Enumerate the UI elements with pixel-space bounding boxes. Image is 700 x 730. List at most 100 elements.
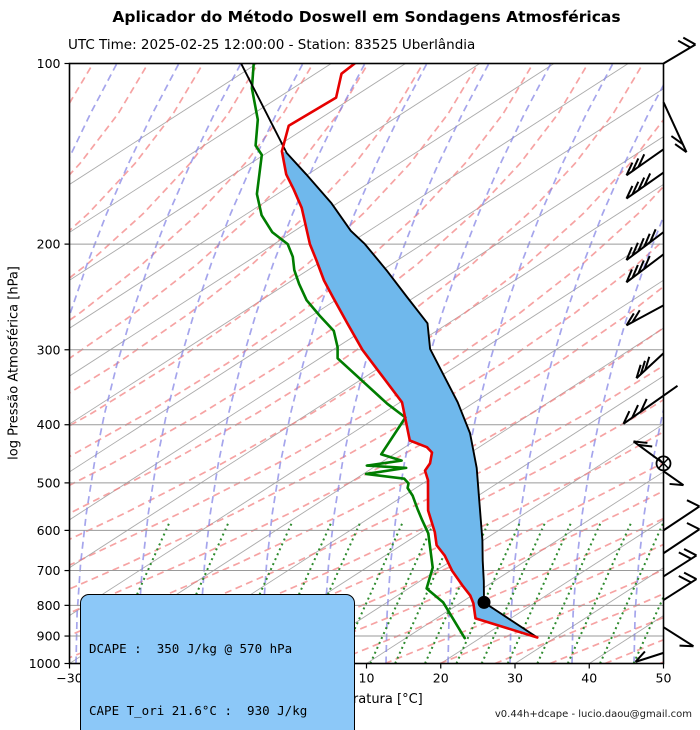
mixing-ratio-line [424,523,489,664]
y-tick-label: 1000 [29,656,61,671]
mixing-ratio-line [105,523,170,664]
barb-staff [662,43,697,65]
cape-info-box: DCAPE : 350 J/kg @ 570 hPa CAPE T_ori 21… [80,594,355,730]
barb-tick [635,364,642,379]
parcel-curve [240,63,539,639]
y-tick-label: 500 [37,475,61,490]
dry-adiabat-line [69,63,534,458]
barb-staff [662,528,700,555]
temperature-curve [280,63,539,639]
plot-area [69,63,664,664]
barb-tick [631,181,640,195]
moist-adiabat-line [323,63,490,664]
wind-barb [662,470,685,487]
barb-tick [638,443,653,448]
dry-adiabat-line [109,398,664,664]
wind-barb [662,101,688,153]
dry-adiabat-line [69,364,664,659]
isotherm-line [366,471,664,664]
barb-tick [637,153,646,168]
x-tick-label: 20 [433,671,449,686]
dry-adiabat-line [69,63,149,176]
y-tick-label: 600 [37,523,61,538]
barb-tick [678,551,692,560]
barb-tick [625,185,634,200]
barb-tick [631,404,639,419]
barb-tick [683,548,697,557]
barb-tick [686,499,700,508]
barb-tick [637,237,645,252]
barb-tick [625,246,633,261]
wind-barb [625,171,665,200]
y-tick-label: 700 [37,563,61,578]
cape-area-fill [281,151,538,638]
mixing-ratio-line [227,523,293,664]
barb-tick [678,575,692,584]
dcape-line: DCAPE : 350 J/kg @ 570 hPa [89,641,293,656]
mixing-ratio-line [599,523,664,664]
isotherm-line [69,279,664,664]
moist-adiabat-line [509,83,664,664]
dry-adiabat-line [69,63,259,280]
mixing-ratio-line [164,523,229,664]
isotherm-line [69,136,664,521]
isotherm-line [69,88,664,473]
plot-subtitle: UTC Time: 2025-02-25 12:00:00 - Station:… [68,37,476,53]
barb-tick [679,644,694,648]
barb-tick [644,356,651,371]
wind-barb [662,36,697,65]
wind-barb [662,522,700,555]
dry-adiabat-line [384,543,664,664]
barb-tick [639,398,648,413]
isotherm-line [217,375,664,664]
barb-tick [643,233,651,248]
isotherm-line [69,63,332,233]
wind-barb [625,304,664,327]
x-tick-label: 50 [656,671,672,686]
barb-staff [662,626,695,648]
moist-adiabat-line [571,214,664,664]
barb-tick [622,410,631,425]
wind-barb [622,385,679,425]
barb-tick [643,173,652,187]
mixing-ratio-line [266,523,332,664]
barb-tick [631,242,639,257]
barb-staff [625,148,665,177]
barb-staff [622,385,679,425]
barb-tick [669,482,684,487]
isotherm-line [69,63,480,329]
x-tick-label: 30 [507,671,523,686]
y-tick-label: 100 [37,56,61,71]
barb-tick [625,312,635,326]
moist-adiabat-line [137,63,304,664]
wind-barb [662,571,698,601]
wind-barb [625,228,665,261]
y-tick-label: 200 [37,237,61,252]
wind-barb [662,548,698,578]
barb-tick [643,255,651,270]
barb-tick [631,309,641,323]
barb-tick [677,39,691,49]
barb-staff [662,505,700,532]
barb-tick [686,522,700,531]
barb-staff [632,440,665,465]
y-tick-label: 800 [37,598,61,613]
y-axis-label: log Pressão Atmosférica [hPa] [6,266,22,460]
barb-tick [682,36,696,46]
mixing-ratio-line [506,523,572,664]
barb-tick [625,269,633,283]
dewpoint-curve [250,63,467,640]
mixing-ratio-line [394,523,459,664]
dry-adiabat-line [659,661,664,664]
page-title: Aplicador do Método Doswell em Sondagens… [112,8,621,26]
mixing-ratio-line [338,523,403,664]
mixing-ratio-line [455,523,521,664]
dry-adiabat-line [69,326,664,637]
wind-barb [634,650,664,663]
dry-adiabat-line [69,63,644,515]
barb-staff [662,470,685,486]
x-tick-label: −30 [56,671,82,686]
barb-tick [633,440,648,444]
